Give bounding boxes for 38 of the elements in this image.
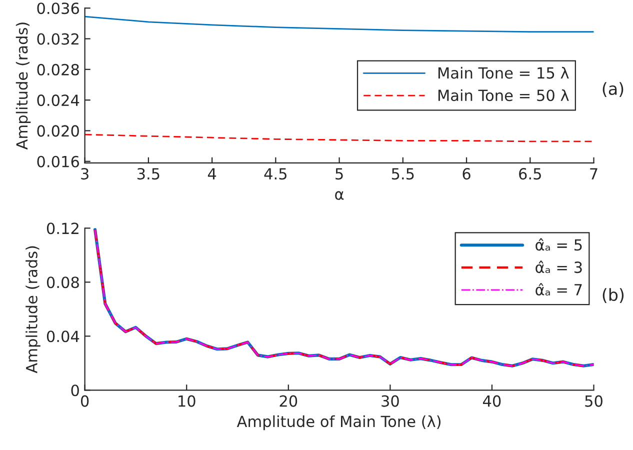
y-tick-label: 0.024	[37, 94, 80, 106]
x-tick-label: 20	[280, 395, 298, 407]
y-axis-title: Amplitude (rads)	[16, 22, 31, 150]
x-tick-label: 5.5	[392, 168, 414, 180]
legend-label: α̂ₐ = 7	[536, 283, 582, 296]
y-axis-title: Amplitude (rads)	[26, 246, 40, 374]
y-tick-label: 0.04	[46, 330, 80, 342]
y-tick-label: 0.028	[37, 64, 79, 76]
y-tick-label: 0.08	[46, 276, 79, 288]
line-series	[84, 134, 594, 142]
text: (a)	[602, 82, 624, 97]
x-tick-label: 4	[208, 168, 216, 180]
x-tick-label: 4.5	[264, 168, 286, 180]
y-tick-label: 0.12	[46, 222, 78, 234]
text: (b)	[602, 288, 624, 303]
x-tick-label: 5	[336, 168, 343, 180]
x-axis-title: α	[335, 191, 344, 200]
legend-label: α̂ₐ = 5	[536, 238, 582, 251]
x-tick-label: 30	[382, 395, 399, 407]
line-series	[84, 16, 594, 33]
x-tick-label: 50	[585, 395, 602, 407]
y-tick-label: 0.032	[37, 33, 78, 45]
x-tick-label: 6	[462, 168, 470, 180]
x-tick-label: 10	[178, 395, 196, 407]
y-tick-label: 0.020	[37, 125, 79, 137]
x-tick-label: 6.5	[519, 168, 541, 180]
y-tick-label: 0	[71, 384, 79, 396]
x-tick-label: 3.5	[137, 168, 160, 180]
x-tick-label: 0	[80, 395, 89, 407]
y-tick-label: 0.036	[37, 2, 79, 14]
x-tick-label: 40	[482, 395, 501, 407]
x-axis-title: Amplitude of Main Tone (λ)	[236, 415, 440, 430]
legend-label: Main Tone = 15 λ	[438, 66, 569, 79]
x-tick-label: 3	[81, 168, 88, 180]
y-tick-label: 0.016	[37, 156, 79, 168]
legend-label: α̂ₐ = 3	[536, 260, 582, 274]
x-tick-label: 7	[590, 168, 598, 180]
legend-label: Main Tone = 50 λ	[438, 89, 569, 102]
